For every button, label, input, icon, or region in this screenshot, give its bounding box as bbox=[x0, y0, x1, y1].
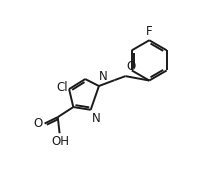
Text: O: O bbox=[126, 60, 136, 73]
Text: Cl: Cl bbox=[56, 81, 68, 94]
Text: O: O bbox=[34, 117, 43, 130]
Text: OH: OH bbox=[51, 135, 70, 148]
Text: F: F bbox=[146, 25, 153, 38]
Text: N: N bbox=[99, 70, 108, 83]
Text: N: N bbox=[92, 112, 100, 125]
